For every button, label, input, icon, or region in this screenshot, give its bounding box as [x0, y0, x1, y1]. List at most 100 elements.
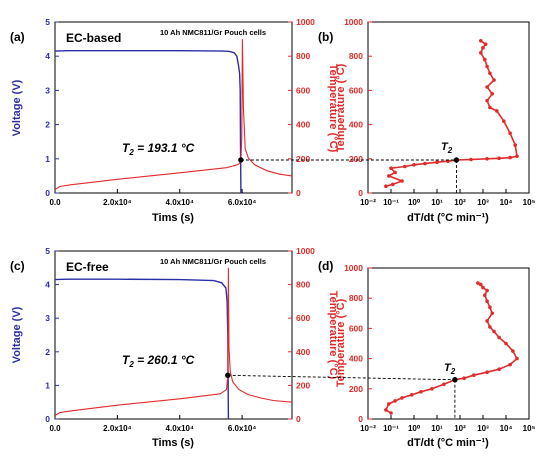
- panel-d-ytick-label: 800: [349, 293, 363, 303]
- panel-d-rate-point: [485, 299, 489, 304]
- panel-c-ytick-left-label: 1: [45, 380, 50, 390]
- panel-a-ytick-left-label: 0: [45, 188, 50, 198]
- panel-c-xtick-label: 0.0: [49, 424, 61, 433]
- panel-a-ytick-right-label: 600: [296, 85, 310, 95]
- panel-a-ytick-right-label: 400: [296, 120, 310, 130]
- panel-d-frame: [367, 267, 530, 420]
- panel-a-label: (a): [10, 30, 25, 44]
- panel-b-rate-point: [508, 131, 512, 135]
- panel-b-rate-point: [485, 157, 489, 161]
- panel-b-ytick-label: 200: [349, 154, 363, 164]
- panel-a-ytick-right-label: 200: [296, 154, 310, 164]
- panel-b-rate-point: [515, 154, 519, 158]
- panel-d-xlabel: dT/dt (°C min⁻¹): [407, 437, 489, 449]
- panel-d-annotation: T2: [444, 362, 456, 376]
- panel-d-rate-point: [504, 341, 508, 346]
- panel-a-ytick-left-label: 4: [45, 51, 50, 61]
- panel-b-rate-point: [488, 71, 492, 76]
- panel-b-ylabel: Temperature (°C): [335, 63, 347, 152]
- panel-a-voltage-line: [55, 50, 242, 193]
- panel-c-ytick-right-label: 0: [296, 414, 301, 424]
- panel-c-frame: [54, 250, 293, 420]
- panel-d-rate-point: [497, 367, 501, 372]
- panel-b-plot-area: [384, 39, 519, 188]
- panel-c-ticks: 0.0 2.0x10⁴ 4.0x10⁴ 6.0x10⁴ 0 1 2 3 4 5 0 200 400 600…: [45, 246, 315, 433]
- panel-d-rate-point: [497, 335, 501, 340]
- panel-b-rate-point: [495, 109, 499, 113]
- panel-b-rate-point: [423, 161, 427, 166]
- panel-c-ylabel-right: Temperature (°C): [327, 291, 339, 380]
- panel-b-ytick-label: 600: [349, 85, 363, 95]
- panel-b-rate-point: [481, 45, 485, 50]
- panel-b-xtick-label: 10⁻¹: [383, 198, 399, 207]
- panel-a: (a) EC-based 10 Ah NMC811/Gr Pouch cells…: [10, 17, 339, 224]
- panel-d-rate-point: [462, 376, 466, 381]
- panel-d: (d) Temperature (°C) dT/dt (°C min⁻¹) 10…: [318, 259, 536, 449]
- panel-c-xtick-label: 4.0x10⁴: [166, 424, 194, 433]
- panel-b-annotation: T2: [441, 141, 453, 155]
- panel-d-ytick-label: 400: [349, 354, 363, 364]
- panel-a-temperature-line: [55, 39, 292, 191]
- panel-b-rate-point: [483, 42, 488, 46]
- panel-b-ticks: 10⁻² 10⁻¹ 10⁰ 10¹ 10² 10³ 10⁴ 10⁵ 0 200 400 600 800 1…: [344, 17, 535, 207]
- panel-b-rate-point: [485, 64, 489, 69]
- panel-d-xtick-label: 10⁴: [500, 424, 513, 433]
- panel-b-xtick-label: 10³: [477, 198, 489, 207]
- panel-a-plot-area: [55, 39, 292, 193]
- panel-a-ytick-right-label: 800: [296, 51, 310, 61]
- panel-b-xtick-label: 10⁴: [500, 198, 513, 207]
- panel-b-rate-point: [391, 182, 395, 187]
- panel-b-ytick-label: 0: [358, 188, 363, 198]
- panel-d-xtick-label: 10⁻¹: [383, 424, 399, 433]
- panel-a-xtick-label: 2.0x10⁴: [103, 198, 131, 207]
- panel-d-rate-point: [387, 402, 391, 406]
- panel-d-rate-point: [442, 382, 446, 387]
- panel-d-rate-point: [479, 282, 483, 287]
- panel-c-cell-label: 10 Ah NMC811/Gr Pouch cells: [160, 257, 266, 266]
- panel-c-ytick-left-label: 2: [45, 347, 50, 357]
- panel-b-rate-point: [497, 156, 501, 161]
- panel-d-rate-point: [393, 399, 397, 403]
- panel-c-plot-area: [55, 267, 292, 419]
- panel-d-rate-point: [515, 356, 519, 361]
- panel-d-rate-point: [389, 411, 393, 415]
- panel-a-ytick-left-label: 5: [45, 17, 50, 27]
- panel-b-rate-point: [400, 179, 404, 183]
- panel-d-rate-point: [485, 319, 489, 323]
- panel-d-xtick-label: 10⁰: [408, 424, 421, 433]
- panel-d-ylabel: Temperature (°C): [335, 298, 347, 387]
- panel-b-ytick-label: 400: [349, 120, 363, 130]
- panel-a-annotation: T2 = 193.1 °C: [122, 141, 195, 157]
- panel-b-rate-line: [385, 40, 518, 187]
- panel-b-rate-point: [435, 160, 439, 164]
- panel-c-voltage-line: [55, 278, 230, 419]
- panel-c-title: EC-free: [66, 260, 109, 274]
- panel-b-xlabel: dT/dt (°C min⁻¹): [407, 212, 489, 224]
- panel-a-ytick-left-label: 2: [45, 120, 50, 130]
- panel-b-rate-point: [508, 155, 512, 160]
- panel-b-rate-point: [384, 184, 388, 188]
- panel-a-xtick-label: 6.0x10⁴: [228, 198, 256, 207]
- panel-c-xtick-label: 6.0x10⁴: [228, 424, 256, 433]
- panel-b-xtick-label: 10¹: [431, 198, 443, 207]
- panel-d-rate-point: [488, 305, 492, 310]
- panel-a-ylabel-left: Voltage (V): [11, 79, 23, 136]
- panel-c-xtick-label: 2.0x10⁴: [103, 424, 131, 433]
- panel-a-ylabel-right: Temperature (°C): [327, 64, 339, 153]
- panel-a-title: EC-based: [66, 31, 121, 45]
- panel-d-rate-point: [483, 293, 487, 298]
- panel-d-rate-point: [472, 373, 476, 378]
- panel-c-ytick-right-label: 200: [296, 380, 310, 390]
- panel-c-ytick-left-label: 5: [45, 246, 50, 256]
- panel-b-rate-point: [469, 157, 473, 162]
- panel-a-ytick-right-label: 1000: [296, 17, 315, 27]
- panel-d-rate-point: [511, 349, 515, 353]
- panel-c-ytick-left-label: 0: [45, 414, 50, 424]
- panel-b-rate-point: [412, 163, 416, 167]
- panel-c-xlabel: Tims (s): [152, 437, 194, 449]
- panel-c-ytick-left-label: 3: [45, 313, 50, 323]
- panel-c-ytick-left-label: 4: [45, 280, 50, 290]
- panel-b-rate-point: [479, 51, 483, 55]
- panel-b-rate-point: [492, 78, 496, 82]
